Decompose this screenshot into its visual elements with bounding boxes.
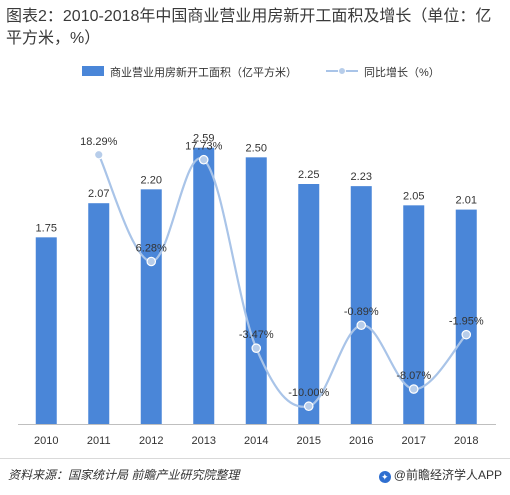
growth-label-2017: -8.07% bbox=[396, 370, 431, 382]
growth-point-2014 bbox=[251, 343, 262, 353]
x-tick-label-2017: 2017 bbox=[402, 435, 426, 447]
bar-value-label-2018: 2.01 bbox=[456, 195, 477, 207]
brand-credit: ✦ @前瞻经济学人APP bbox=[378, 466, 502, 483]
brand-logo-icon: ✦ bbox=[378, 471, 391, 483]
bar-2016 bbox=[350, 186, 372, 424]
x-tick-label-2016: 2016 bbox=[349, 435, 373, 447]
bar-2014 bbox=[245, 157, 267, 425]
x-tick-label-2013: 2013 bbox=[192, 435, 216, 447]
chart-title: 图表2：2010-2018年中国商业营业用房新开工面积及增长（单位：亿平方米，%… bbox=[6, 8, 492, 47]
brand-text: @前瞻经济学人APP bbox=[393, 468, 502, 482]
bar-value-label-2013: 2.59 bbox=[193, 133, 214, 145]
growth-point-2012 bbox=[146, 256, 157, 267]
source-note: 资料来源：国家统计局 前瞻产业研究院整理 bbox=[8, 468, 240, 482]
legend-line-swatch bbox=[326, 67, 358, 75]
growth-point-2015 bbox=[303, 401, 314, 412]
legend-bar-swatch bbox=[82, 66, 104, 76]
x-tick-label-2015: 2015 bbox=[297, 435, 321, 447]
growth-point-2013 bbox=[198, 154, 209, 165]
growth-point-2017 bbox=[408, 384, 419, 394]
bar-value-label-2015: 2.25 bbox=[298, 169, 319, 181]
footer-divider bbox=[0, 458, 510, 459]
bar-2015 bbox=[298, 184, 320, 424]
bar-value-label-2011: 2.07 bbox=[88, 188, 109, 200]
growth-label-2015: -10.00% bbox=[288, 387, 329, 399]
x-tick-label-2018: 2018 bbox=[454, 435, 478, 447]
chart-legend: 商业营业用房新开工面积（亿平方米） 同比增长（%） bbox=[0, 62, 510, 80]
legend-bar-label: 商业营业用房新开工面积（亿平方米） bbox=[110, 67, 297, 79]
growth-label-2018: -1.95% bbox=[449, 316, 484, 328]
bar-value-label-2014: 2.50 bbox=[246, 142, 267, 154]
bar-2012 bbox=[140, 189, 162, 424]
growth-point-2018 bbox=[461, 329, 472, 340]
bar-2018 bbox=[455, 209, 477, 424]
bar-value-label-2017: 2.05 bbox=[403, 190, 424, 202]
bar-value-label-2010: 1.75 bbox=[36, 222, 57, 234]
legend-line-label: 同比增长（%） bbox=[364, 67, 440, 79]
x-tick-label-2012: 2012 bbox=[139, 435, 163, 447]
growth-label-2014: -3.47% bbox=[239, 329, 274, 341]
growth-label-2012: 6.28% bbox=[136, 243, 167, 255]
bar-2010 bbox=[35, 237, 57, 424]
x-tick-label-2011: 2011 bbox=[87, 435, 111, 447]
x-tick-label-2010: 2010 bbox=[34, 435, 58, 447]
growth-label-2013: 17.73% bbox=[185, 141, 223, 153]
growth-label-2016: -0.89% bbox=[344, 306, 379, 318]
bar-2017 bbox=[403, 205, 425, 424]
bar-2011 bbox=[88, 203, 110, 424]
bar-value-label-2012: 2.20 bbox=[141, 174, 162, 186]
x-tick-label-2014: 2014 bbox=[244, 435, 268, 447]
bar-2013 bbox=[193, 147, 215, 424]
growth-label-2011: 18.29% bbox=[80, 136, 118, 148]
growth-point-2016 bbox=[356, 320, 367, 331]
bar-value-label-2016: 2.23 bbox=[351, 171, 372, 183]
growth-point-2011 bbox=[93, 149, 104, 160]
